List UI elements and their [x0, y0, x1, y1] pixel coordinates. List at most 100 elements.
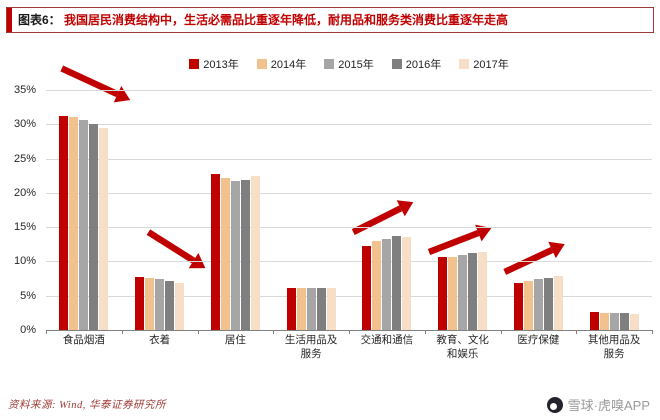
x-axis-label: 食品烟酒	[62, 334, 105, 346]
bar	[99, 128, 109, 330]
gridline	[46, 158, 652, 160]
bar	[533, 279, 543, 330]
bar	[402, 236, 412, 330]
x-axis-tick	[576, 330, 578, 334]
bar	[69, 117, 79, 330]
bar-group	[501, 90, 577, 330]
x-axis-tick	[46, 330, 47, 334]
bar-group	[122, 90, 198, 330]
bar-group	[46, 90, 122, 330]
xueqiu-logo-icon	[546, 396, 563, 413]
footer: 资料来源: Wind, 华泰证券研究所 雪球·虎嗅APP	[8, 395, 650, 414]
x-axis-tick	[500, 330, 502, 334]
y-axis: 35% 30% 25% 20% 15% 10% 5% 0%	[0, 84, 40, 336]
legend-swatch	[459, 59, 470, 69]
bar	[458, 254, 468, 330]
legend-swatch	[256, 59, 267, 69]
plot-area	[46, 65, 653, 334]
x-axis-tick	[121, 330, 123, 334]
bar	[296, 288, 306, 330]
bar	[523, 280, 533, 330]
gridline	[46, 227, 652, 229]
y-tick-label: 5%	[20, 289, 36, 302]
bar	[478, 251, 488, 330]
bar	[240, 179, 250, 330]
gridline	[46, 124, 652, 126]
y-tick-label: 20%	[13, 186, 36, 199]
bar	[175, 282, 185, 330]
legend-item: 2016年	[391, 56, 442, 72]
bar	[145, 277, 155, 330]
legend-label: 2016年	[405, 59, 442, 71]
legend-label: 2013年	[203, 59, 239, 71]
figure-title-text: 我国居民消费结构中，生活必需品比重逐年降低，耐用品和服务类消费比重逐年走高	[64, 13, 509, 27]
legend-label: 2014年	[270, 59, 307, 71]
bar	[286, 288, 296, 330]
y-tick-label: 30%	[13, 118, 36, 131]
y-tick-label: 25%	[13, 152, 36, 165]
gridline	[46, 295, 652, 297]
bar	[589, 311, 599, 330]
bar	[316, 288, 326, 330]
bar	[155, 279, 165, 330]
x-axis-label: 交通和通信	[360, 334, 414, 346]
x-axis-tick	[273, 330, 275, 334]
legend-item: 2015年	[324, 56, 374, 72]
bar	[629, 313, 639, 330]
bar	[543, 277, 553, 330]
bar	[513, 282, 523, 330]
bar	[220, 177, 230, 330]
bar	[250, 176, 260, 330]
bar-group	[273, 90, 349, 330]
legend-swatch	[324, 59, 335, 69]
bar	[448, 257, 458, 330]
legend-swatch	[391, 59, 402, 69]
bar	[609, 312, 619, 330]
bar	[392, 236, 402, 330]
bar	[362, 245, 372, 330]
bar	[210, 174, 220, 330]
bar	[79, 120, 89, 330]
bar	[382, 238, 392, 330]
y-tick-label: 10%	[13, 255, 36, 268]
legend-item: 2014年	[256, 56, 307, 72]
figure-title-bar: 图表6： 我国居民消费结构中，生活必需品比重逐年降低，耐用品和服务类消费比重逐年…	[6, 7, 654, 34]
gridline	[46, 192, 652, 194]
gridline	[46, 261, 652, 263]
legend-item: 2013年	[189, 56, 239, 72]
bar	[468, 253, 478, 330]
x-axis-label: 居住	[224, 334, 246, 346]
title-accent-bar	[7, 8, 12, 33]
x-axis-tick	[197, 330, 199, 334]
y-tick-label: 15%	[13, 221, 36, 234]
legend-item: 2017年	[459, 56, 509, 72]
watermark-text: 雪球·虎嗅APP	[567, 398, 650, 413]
legend-label: 2015年	[338, 59, 374, 71]
x-axis-label: 其他用品及 服务	[587, 334, 641, 360]
x-axis-label: 生活用品及 服务	[284, 334, 338, 360]
figure-title: 图表6： 我国居民消费结构中，生活必需品比重逐年降低，耐用品和服务类消费比重逐年…	[12, 8, 514, 32]
bar-group	[425, 90, 501, 330]
x-axis-tick	[424, 330, 426, 334]
bar-group	[198, 90, 274, 330]
bar-group	[349, 90, 425, 330]
bar	[599, 312, 609, 330]
x-axis-label: 医疗保健	[517, 334, 560, 346]
figure-number: 图表6：	[18, 13, 61, 27]
bar-groups	[46, 90, 652, 330]
legend-swatch	[189, 59, 200, 69]
bar	[553, 275, 563, 330]
gridline	[46, 90, 652, 91]
bar	[230, 180, 240, 330]
watermark: 雪球·虎嗅APP	[546, 395, 650, 414]
legend-label: 2017年	[473, 59, 509, 71]
chart-legend: 2013年 2014年 2015年 2016年 2017年	[46, 56, 652, 72]
bar	[306, 288, 316, 330]
y-tick-label: 35%	[13, 84, 36, 96]
y-tick-label: 0%	[20, 324, 36, 336]
bar	[372, 240, 382, 330]
bar	[59, 116, 69, 330]
bar	[619, 312, 629, 330]
source-text: 资料来源: Wind, 华泰证券研究所	[8, 400, 166, 411]
